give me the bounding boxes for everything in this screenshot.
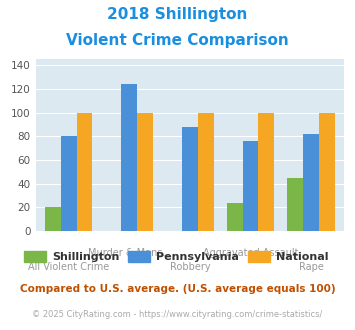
Bar [61,136,77,231]
Text: © 2025 CityRating.com - https://www.cityrating.com/crime-statistics/: © 2025 CityRating.com - https://www.city… [32,310,323,319]
Bar [182,127,198,231]
Bar [258,113,274,231]
Text: Aggravated Assault: Aggravated Assault [203,248,298,258]
Text: Rape: Rape [299,262,323,272]
Text: All Violent Crime: All Violent Crime [28,262,109,272]
Bar [303,134,319,231]
Bar [242,141,258,231]
Text: Robbery: Robbery [170,262,210,272]
Text: Violent Crime Comparison: Violent Crime Comparison [66,33,289,48]
Bar [121,84,137,231]
Bar [77,113,92,231]
Text: Compared to U.S. average. (U.S. average equals 100): Compared to U.S. average. (U.S. average … [20,284,335,294]
Bar [319,113,335,231]
Legend: Shillington, Pennsylvania, National: Shillington, Pennsylvania, National [20,247,333,267]
Bar [198,113,214,231]
Bar [137,113,153,231]
Bar [288,178,303,231]
Bar [227,203,242,231]
Bar [45,207,61,231]
Text: Murder & Mans...: Murder & Mans... [88,248,171,258]
Text: 2018 Shillington: 2018 Shillington [107,7,248,21]
